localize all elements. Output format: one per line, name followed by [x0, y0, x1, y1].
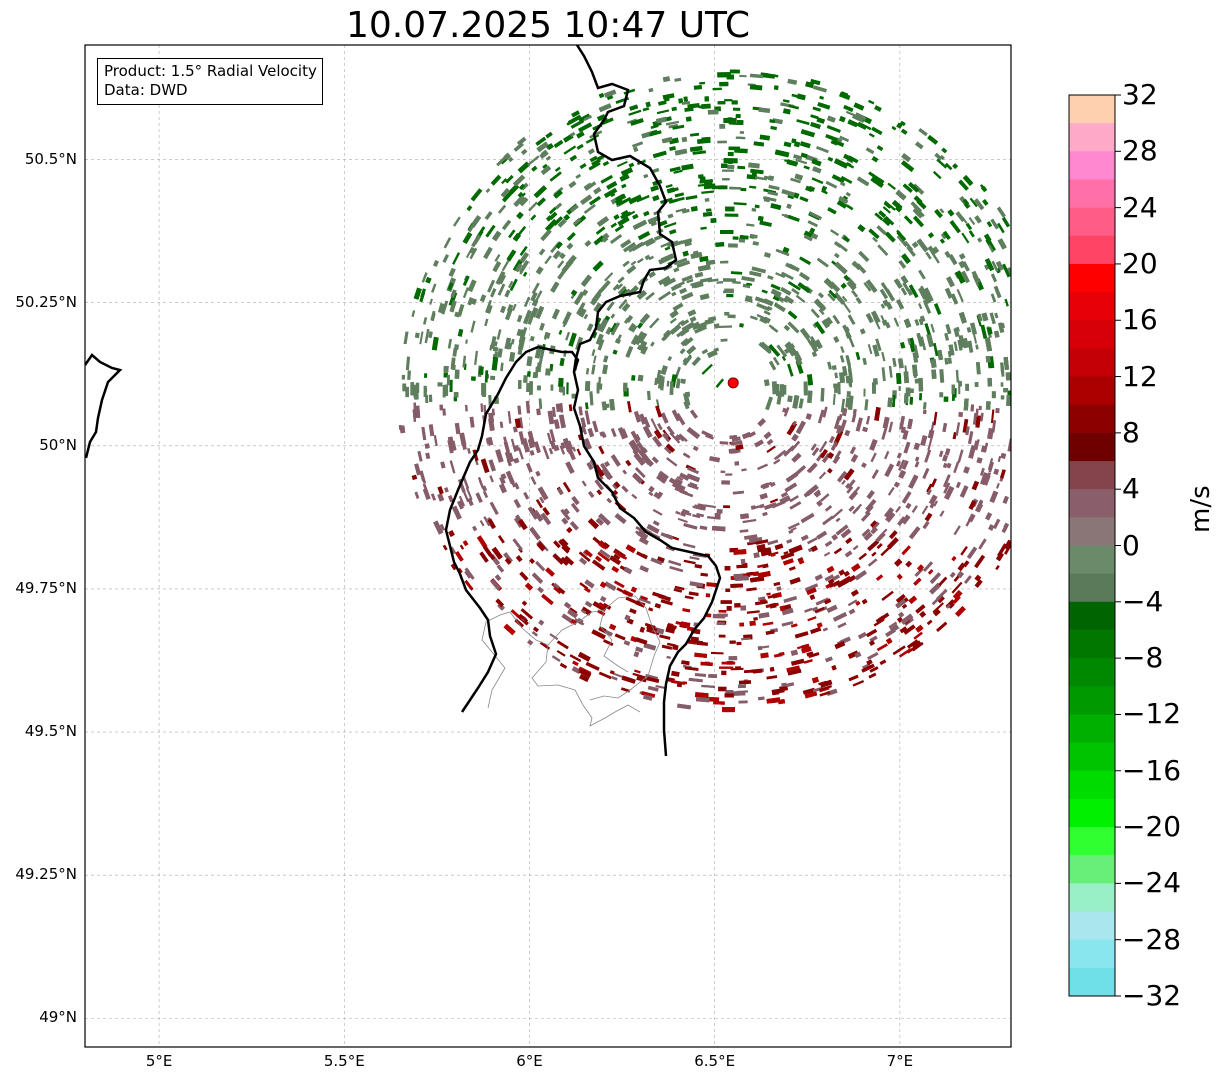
lon-tick-label: 6.5°E	[694, 1052, 736, 1070]
colorbar-tick-label: 32	[1122, 78, 1158, 111]
colorbar-tick-label: 20	[1122, 246, 1158, 280]
product-label: Product: 1.5° Radial Velocity	[104, 62, 317, 80]
info-box: Product: 1.5° Radial Velocity Data: DWD	[97, 58, 323, 105]
border-line	[537, 345, 580, 373]
colorbar-tick-label: 24	[1122, 190, 1158, 224]
country-borders	[85, 45, 722, 757]
colorbar-tick-label: −4	[1122, 584, 1164, 618]
colorbar-tick-label: −12	[1122, 697, 1182, 731]
lat-tick-label: 49.75°N	[15, 578, 77, 597]
colorbar-tick-label: 16	[1122, 303, 1158, 337]
colorbar-tick-label: −28	[1122, 922, 1182, 956]
colorbar-tick-label: 12	[1122, 359, 1158, 393]
colorbar-tick-label: 8	[1122, 415, 1140, 449]
region-border	[481, 611, 641, 727]
map-title: 10.07.2025 10:47 UTC	[345, 5, 751, 46]
region-border	[599, 609, 629, 673]
colorbar-tick-label: −24	[1122, 866, 1182, 900]
lat-tick-label: 50.25°N	[15, 292, 77, 311]
colorbar-tick-label: −20	[1122, 810, 1182, 844]
lat-tick-label: 49.25°N	[15, 865, 77, 884]
border-line	[444, 345, 539, 713]
colorbar-tick-label: 28	[1122, 134, 1158, 168]
lon-tick-label: 7°E	[886, 1052, 914, 1070]
lat-tick-label: 49°N	[39, 1008, 77, 1027]
region-border	[547, 595, 661, 701]
lat-tick-label: 50°N	[39, 435, 77, 454]
colorbar-tick-label: −8	[1122, 641, 1164, 675]
lon-tick-label: 6°E	[516, 1052, 543, 1070]
colorbar-tick-label: 0	[1122, 528, 1140, 562]
source-label: Data: DWD	[104, 81, 188, 99]
lon-tick-label: 5.5°E	[323, 1052, 365, 1070]
colorbar-tick-label: 4	[1122, 472, 1140, 506]
lat-tick-label: 49.5°N	[24, 722, 77, 741]
radar-site-marker	[727, 377, 739, 389]
lon-tick-label: 5°E	[145, 1052, 173, 1070]
velocity-echoes	[398, 69, 1011, 713]
border-line	[572, 45, 722, 757]
lat-tick-label: 50.5°N	[24, 149, 77, 168]
colorbar-tick-label: −32	[1122, 979, 1182, 1012]
colorbar-tick-label: −16	[1122, 753, 1182, 787]
colorbar-unit-label: m/s	[1186, 485, 1216, 533]
border-line	[85, 353, 123, 459]
plot-frame	[84, 44, 1012, 1048]
